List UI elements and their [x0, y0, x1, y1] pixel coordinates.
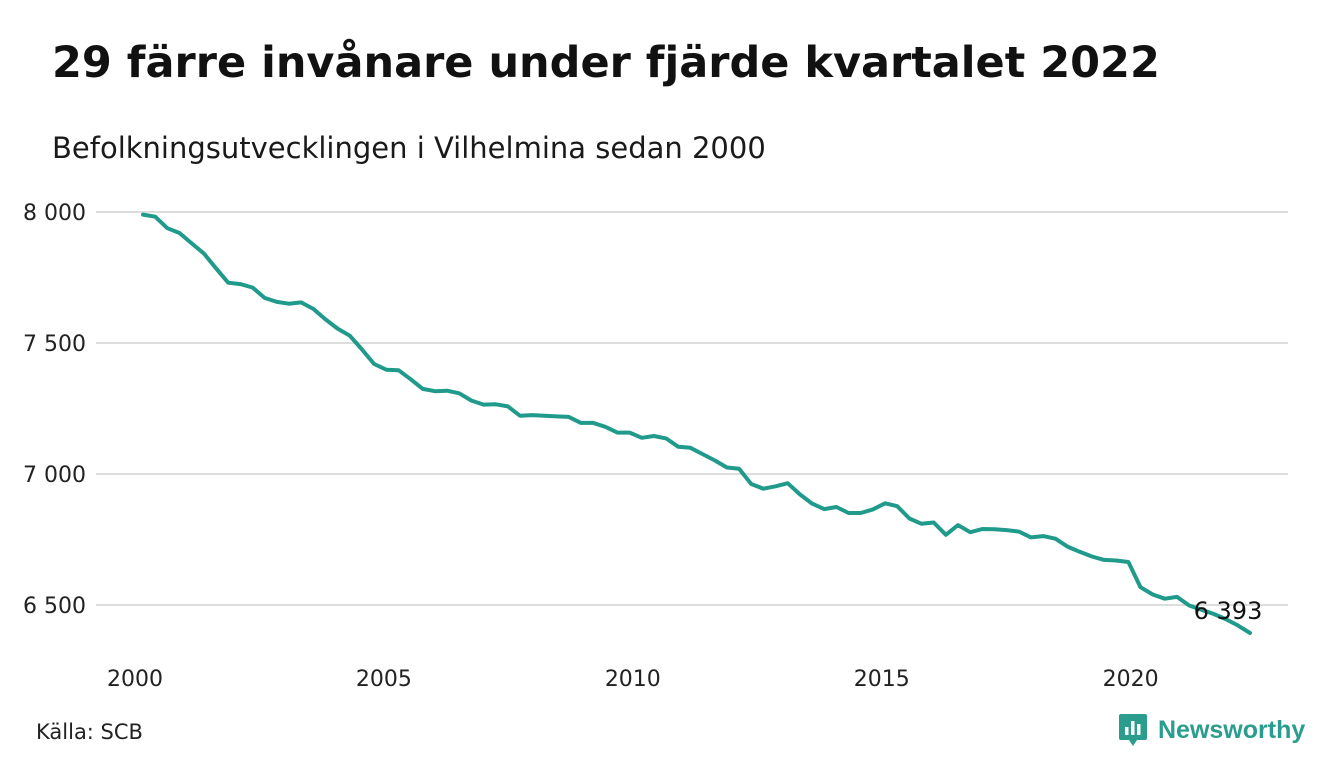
x-tick-label: 2015 — [854, 667, 910, 692]
x-tick-label: 2010 — [605, 667, 661, 692]
chart-subtitle: Befolkningsutvecklingen i Vilhelmina sed… — [52, 131, 766, 165]
y-tick-label: 7 000 — [23, 463, 86, 488]
y-axis-ticks: 6 500 7 000 7 500 8 000 — [23, 201, 86, 619]
x-axis-ticks: 2000 2005 2010 2015 2020 — [107, 667, 1159, 692]
x-tick-label: 2000 — [107, 667, 163, 692]
end-value-label: 6 393 — [1194, 597, 1263, 625]
population-series-line — [141, 212, 1252, 635]
brand-name: Newsworthy — [1158, 715, 1306, 744]
x-tick-label: 2020 — [1103, 667, 1159, 692]
y-tick-label: 6 500 — [23, 594, 86, 619]
y-tick-label: 7 500 — [23, 332, 86, 357]
newsworthy-logo: Newsworthy — [1118, 712, 1305, 748]
newsworthy-logo-icon — [1119, 714, 1147, 746]
source-note: Källa: SCB — [36, 720, 143, 744]
gridlines — [96, 211, 1288, 606]
chart-title: 29 färre invånare under fjärde kvartalet… — [52, 38, 1160, 88]
x-tick-label: 2005 — [356, 667, 412, 692]
line-chart: 6 500 7 000 7 500 8 000 2000 2005 2010 2015 202… — [23, 201, 1288, 692]
y-tick-label: 8 000 — [23, 201, 86, 226]
